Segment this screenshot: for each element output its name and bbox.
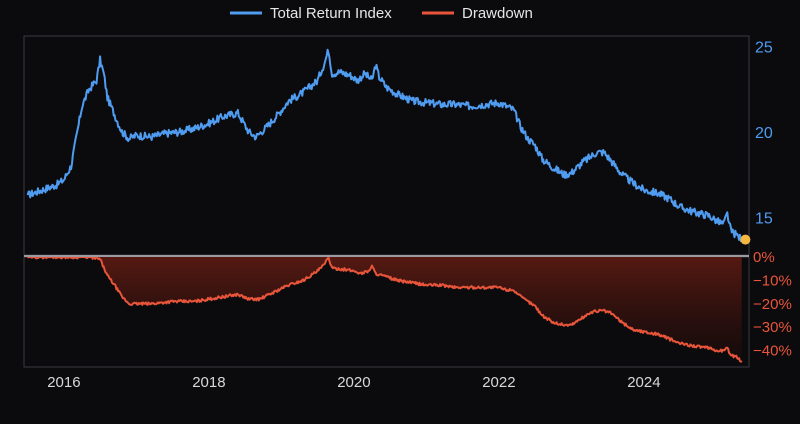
drawdown-area — [27, 257, 742, 363]
price-tick-label: 15 — [755, 210, 773, 227]
drawdown-tick-label: −40% — [753, 343, 792, 360]
x-tick-label: 2024 — [627, 374, 660, 391]
legend: Total Return Index Drawdown — [230, 5, 533, 22]
drawdown-area-layer — [27, 257, 742, 363]
x-tick-label: 2020 — [337, 374, 370, 391]
price-tick-label: 20 — [755, 125, 773, 142]
total-return-line — [26, 48, 743, 243]
drawdown-tick-label: −20% — [753, 296, 792, 313]
drawdown-y-axis: 0% −10% −20% −30% −40% — [753, 249, 792, 360]
legend-label-total-return: Total Return Index — [270, 5, 392, 22]
drawdown-tick-label: −10% — [753, 272, 792, 289]
legend-label-drawdown: Drawdown — [462, 5, 533, 22]
x-tick-label: 2018 — [192, 374, 225, 391]
price-line-layer — [26, 48, 743, 243]
x-tick-label: 2022 — [482, 374, 515, 391]
marker-layer — [740, 234, 751, 245]
price-y-axis: 15 20 25 — [755, 39, 773, 227]
drawdown-line — [27, 256, 743, 363]
x-axis: 2016 2018 2020 2022 2024 — [47, 374, 660, 391]
price-panel-frame — [23, 35, 750, 256]
x-tick-label: 2016 — [47, 374, 80, 391]
drawdown-line-layer — [27, 256, 743, 363]
drawdown-tick-label: 0% — [753, 249, 775, 266]
latest-value-marker — [740, 234, 751, 245]
drawdown-tick-label: −30% — [753, 319, 792, 336]
price-tick-label: 25 — [755, 39, 773, 56]
